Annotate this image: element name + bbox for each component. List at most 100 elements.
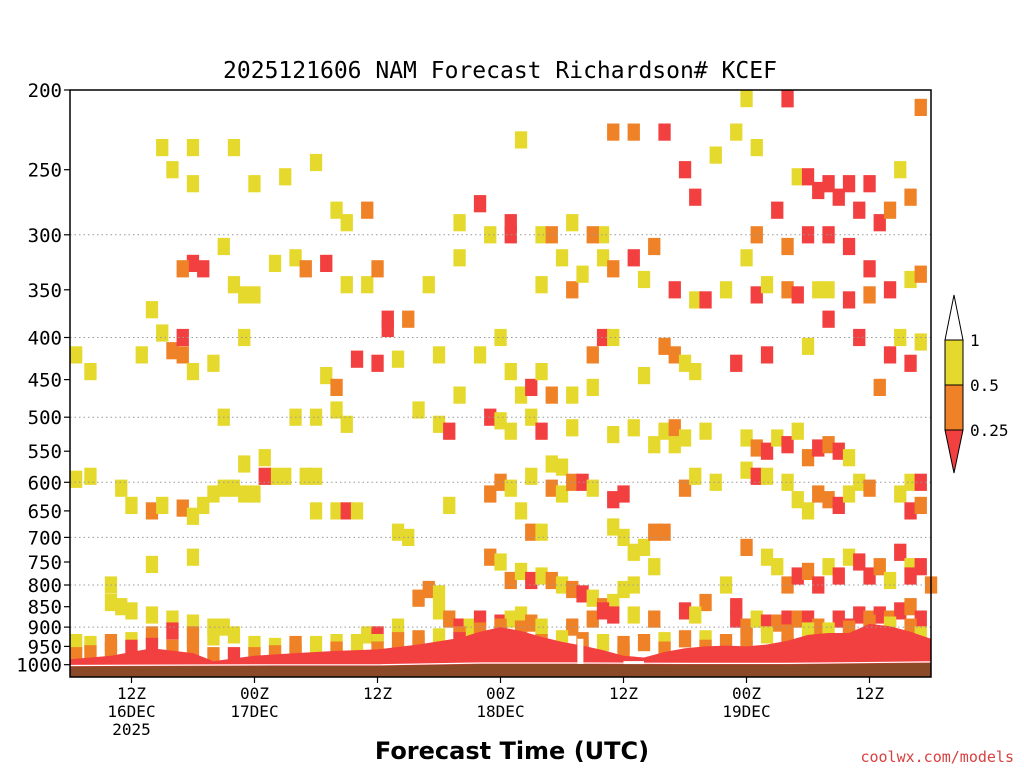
ri-cell xyxy=(607,328,620,347)
ri-cell xyxy=(678,161,692,179)
ri-cell xyxy=(504,226,517,244)
ri-cell xyxy=(514,131,528,149)
ri-cell xyxy=(914,265,927,283)
ri-cell xyxy=(555,485,569,503)
ri-cell xyxy=(832,442,845,460)
ri-cell xyxy=(70,346,83,364)
ground-edge xyxy=(69,661,932,667)
ri-cell xyxy=(340,276,353,294)
ri-cell xyxy=(566,214,579,232)
ri-cell xyxy=(760,442,774,460)
ri-cell xyxy=(309,467,323,485)
colorbar-bin xyxy=(944,339,964,386)
ri-cell xyxy=(381,319,394,338)
ri-cell xyxy=(217,479,230,497)
ri-cell xyxy=(535,523,548,541)
ri-cell xyxy=(596,602,610,620)
ri-cell xyxy=(894,485,907,503)
chart-title: 2025121606 NAM Forecast Richardson# KCEF xyxy=(223,58,777,84)
ri-cell xyxy=(873,606,886,624)
ri-cell xyxy=(914,610,927,628)
ri-cell xyxy=(801,502,815,520)
ri-cell xyxy=(197,260,210,278)
y-tick-label: 850 xyxy=(28,597,62,619)
ri-cell xyxy=(842,175,856,193)
ri-cell xyxy=(750,226,763,244)
ri-cell xyxy=(84,363,97,381)
ri-cell xyxy=(70,470,83,488)
ri-cell xyxy=(566,386,579,404)
ri-cell xyxy=(350,350,364,368)
ri-cell xyxy=(371,260,384,278)
ri-cell xyxy=(668,419,681,437)
ri-cell xyxy=(832,188,845,206)
ri-cell xyxy=(186,254,200,272)
ri-cell xyxy=(156,496,169,514)
ri-cell xyxy=(627,606,640,624)
ri-cell xyxy=(248,485,261,503)
y-axis: 200 250 300 350 400 450 500 550 600 650 700 7508008… xyxy=(16,80,70,677)
ri-cell xyxy=(822,436,835,454)
ri-cell xyxy=(443,610,456,628)
ri-cell xyxy=(289,249,302,267)
ri-cell xyxy=(545,386,558,404)
ri-cell xyxy=(576,265,589,283)
heatmap-cells xyxy=(69,90,938,677)
ri-cell xyxy=(771,614,784,632)
ri-cell xyxy=(658,523,671,541)
ri-cell xyxy=(607,123,620,141)
ri-cell xyxy=(227,626,241,644)
ri-cell xyxy=(894,328,907,347)
colorbar-legend: 1 0.5 0.25 xyxy=(944,294,1009,474)
ri-cell xyxy=(730,354,743,372)
ri-cell xyxy=(607,518,620,536)
y-tick-label: 250 xyxy=(28,160,62,182)
ri-cell xyxy=(678,429,692,447)
ri-cell xyxy=(658,337,671,355)
ri-cell xyxy=(873,558,886,576)
ri-cell xyxy=(227,479,241,497)
ri-cell xyxy=(771,558,784,576)
ri-cell xyxy=(514,386,528,404)
y-tick-label: 950 xyxy=(28,636,62,658)
ri-cell xyxy=(760,467,774,485)
ri-cell xyxy=(473,346,487,364)
ri-cell xyxy=(648,436,661,454)
y-tick-label: 600 xyxy=(28,472,62,494)
ri-cell xyxy=(730,610,743,628)
y-tick-label: 700 xyxy=(28,527,62,549)
ri-cell xyxy=(566,473,579,491)
ri-cell xyxy=(525,408,538,426)
ri-cell xyxy=(689,188,702,206)
ri-cell xyxy=(781,473,794,491)
ri-cell xyxy=(453,386,466,404)
ri-cell xyxy=(914,333,927,351)
ri-cell xyxy=(812,439,825,457)
ri-cell xyxy=(70,634,83,652)
ri-cell xyxy=(279,168,292,186)
ri-cell xyxy=(822,310,835,328)
ri-cell xyxy=(822,226,835,244)
ri-cell xyxy=(207,628,220,646)
ri-cell xyxy=(156,324,169,342)
y-tick-label: 300 xyxy=(28,225,62,247)
ri-cell xyxy=(832,610,845,628)
ri-cell xyxy=(166,342,179,360)
ri-cell xyxy=(227,276,241,294)
ri-cell xyxy=(863,286,876,304)
ri-cell xyxy=(361,201,374,219)
ri-cell xyxy=(801,337,815,355)
ri-cell xyxy=(125,496,138,514)
ri-cell xyxy=(781,436,794,454)
ri-cell xyxy=(432,585,446,603)
colorbar-bin xyxy=(944,384,964,431)
y-tick-label: 200 xyxy=(28,80,62,102)
ri-cell xyxy=(473,195,487,213)
ri-cell xyxy=(248,175,261,193)
ri-cell xyxy=(535,276,548,294)
ri-cell xyxy=(853,473,866,491)
ri-cell xyxy=(689,291,702,309)
ri-cell xyxy=(186,507,200,525)
ri-cell xyxy=(627,543,640,561)
